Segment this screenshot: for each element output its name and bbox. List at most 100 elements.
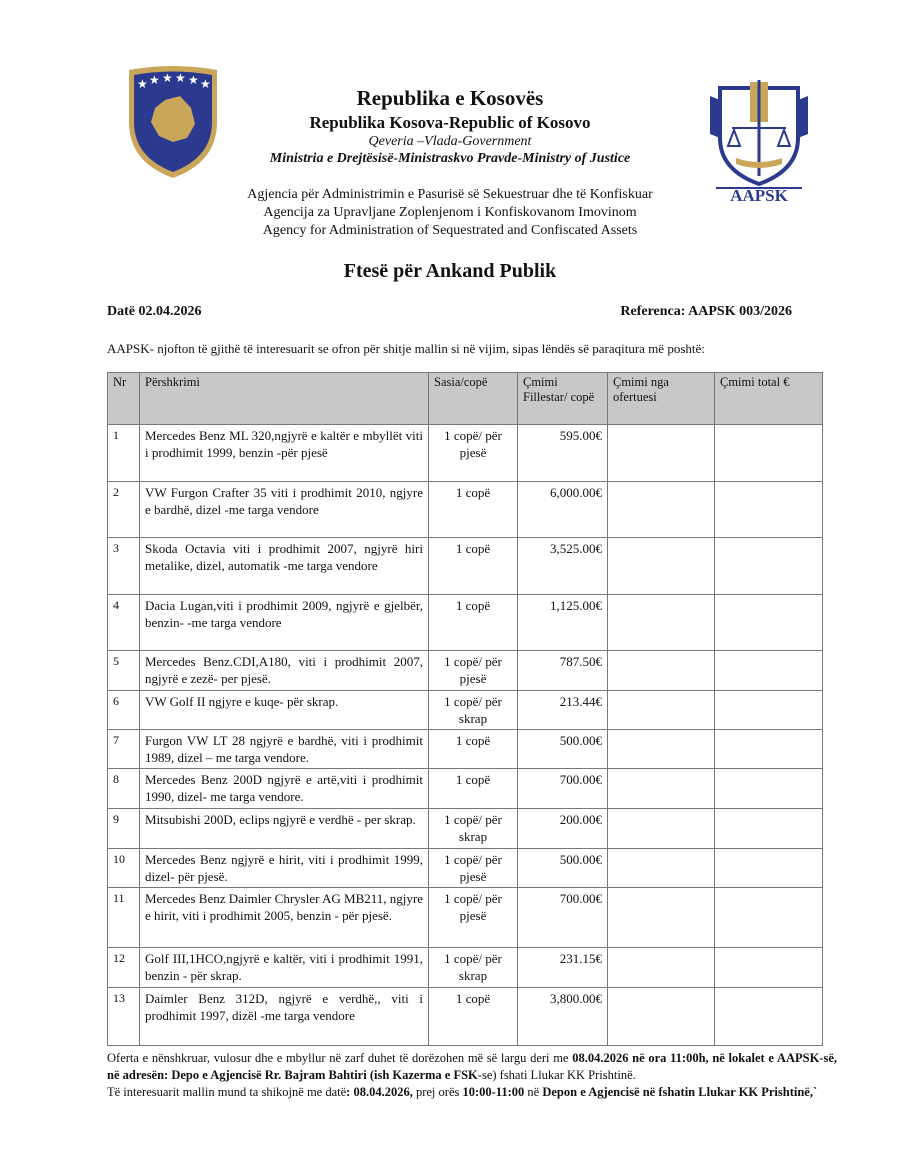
item-quantity: 1 copë/ për skrap (428, 690, 518, 730)
document-reference: Referenca: AAPSK 003/2026 (620, 304, 792, 319)
agency-name-en: Agency for Administration of Sequestrate… (262, 223, 638, 238)
footer-text-segment: 10:00-11:00 (462, 1085, 525, 1099)
document-title: Ftesë për Ankand Publik (343, 260, 557, 282)
table-row: 11 Mercedes Benz Daimler Chrysler AG MB21… (107, 887, 823, 948)
total-price-cell (714, 650, 823, 691)
table-row: 3 Skoda Octavia viti i prodhimit 2007, ng… (107, 537, 823, 595)
item-quantity: 1 copë (428, 537, 518, 595)
aapsk-logo-text: AAPSK (730, 186, 788, 205)
svg-text:★: ★ (175, 71, 186, 85)
table-row: 10 Mercedes Benz ngjyrë e hirit, viti i p… (107, 848, 823, 888)
bidder-price-cell (607, 987, 715, 1046)
intro-text: AAPSK- njofton të gjithë të interesuarit… (107, 341, 705, 356)
bidder-price-cell (607, 848, 715, 888)
total-price-cell (714, 768, 823, 809)
item-description: Skoda Octavia viti i prodhimit 2007, ngj… (139, 537, 429, 595)
column-header: Çmimi nga ofertuesi (607, 372, 715, 425)
item-description: Mitsubishi 200D, eclips ngjyrë e verdhë … (139, 808, 429, 849)
item-description: Daimler Benz 312D, ngjyrë e verdhë,, vit… (139, 987, 429, 1046)
column-header: Nr (107, 372, 140, 425)
total-price-cell (714, 424, 823, 482)
table-row: 12 Golf III,1HCO,ngjyrë e kaltër, viti i … (107, 947, 823, 988)
item-quantity: 1 copë (428, 594, 518, 651)
item-number: 11 (107, 887, 140, 948)
svg-text:★: ★ (188, 73, 199, 87)
svg-text:★: ★ (200, 77, 211, 91)
item-quantity: 1 copë/ për pjesë (428, 650, 518, 691)
item-description: VW Furgon Crafter 35 viti i prodhimit 20… (139, 481, 429, 538)
item-number: 12 (107, 947, 140, 988)
table-row: 5 Mercedes Benz.CDI,A180, viti i prodhimi… (107, 650, 823, 691)
header-government: Qeveria –Vlada-Government (368, 134, 532, 149)
item-number: 1 (107, 424, 140, 482)
header-ministry: Ministria e Drejtësisë-Ministraskvo Prav… (269, 151, 631, 166)
agency-name-sr: Agencija za Upravljane Zoplenjenom i Kon… (263, 205, 637, 220)
item-description: Mercedes Benz Daimler Chrysler AG MB211,… (139, 887, 429, 948)
footer-viewing-paragraph: Të interesuarit mallin mund ta shikojnë … (107, 1084, 837, 1101)
item-quantity: 1 copë/ për pjesë (428, 887, 518, 948)
header-republic-multi: Republika Kosova-Republic of Kosovo (309, 113, 591, 132)
bidder-price-cell (607, 690, 715, 730)
item-quantity: 1 copë (428, 987, 518, 1046)
total-price-cell (714, 594, 823, 651)
agency-name-sq: Agjencia për Administrimin e Pasurisë së… (247, 187, 653, 202)
svg-text:★: ★ (137, 77, 148, 91)
item-starting-price: 787.50€ (517, 650, 608, 691)
header-republic-sq: Republika e Kosovës (356, 86, 544, 110)
item-starting-price: 500.00€ (517, 848, 608, 888)
item-starting-price: 700.00€ (517, 887, 608, 948)
table-row: 13 Daimler Benz 312D, ngjyrë e verdhë,, v… (107, 987, 823, 1046)
total-price-cell (714, 729, 823, 769)
item-number: 4 (107, 594, 140, 651)
item-number: 5 (107, 650, 140, 691)
footer-text-segment: -se) fshati Llukar KK Prishtinë. (477, 1068, 636, 1082)
item-quantity: 1 copë/ për skrap (428, 808, 518, 849)
item-starting-price: 595.00€ (517, 424, 608, 482)
bidder-price-cell (607, 594, 715, 651)
item-quantity: 1 copë/ për skrap (428, 947, 518, 988)
total-price-cell (714, 848, 823, 888)
item-starting-price: 200.00€ (517, 808, 608, 849)
bidder-price-cell (607, 424, 715, 482)
total-price-cell (714, 808, 823, 849)
svg-text:★: ★ (162, 71, 173, 85)
item-starting-price: 500.00€ (517, 729, 608, 769)
document-date: Datë 02.04.2026 (107, 304, 202, 319)
item-description: Golf III,1HCO,ngjyrë e kaltër, viti i pr… (139, 947, 429, 988)
item-number: 10 (107, 848, 140, 888)
item-quantity: 1 copë (428, 729, 518, 769)
total-price-cell (714, 947, 823, 988)
item-starting-price: 6,000.00€ (517, 481, 608, 538)
bidder-price-cell (607, 887, 715, 948)
kosovo-coat-of-arms-logo: ★ ★ ★ ★ ★ ★ (129, 66, 217, 178)
item-quantity: 1 copë (428, 768, 518, 809)
item-number: 2 (107, 481, 140, 538)
footer-text-segment: Të interesuarit mallin mund ta shikojnë … (107, 1085, 347, 1099)
item-number: 7 (107, 729, 140, 769)
item-quantity: 1 copë/ për pjesë (428, 424, 518, 482)
item-description: Mercedes Benz ngjyrë e hirit, viti i pro… (139, 848, 429, 888)
item-quantity: 1 copë (428, 481, 518, 538)
item-description: VW Golf II ngjyre e kuqe- për skrap. (139, 690, 429, 730)
item-starting-price: 231.15€ (517, 947, 608, 988)
total-price-cell (714, 537, 823, 595)
item-number: 6 (107, 690, 140, 730)
footer-instructions: Oferta e nënshkruar, vulosur dhe e mbyll… (107, 1050, 837, 1101)
total-price-cell (714, 987, 823, 1046)
item-number: 13 (107, 987, 140, 1046)
column-header: Çmimi total € (714, 372, 823, 425)
item-description: Furgon VW LT 28 ngjyrë e bardhë, viti i … (139, 729, 429, 769)
item-number: 9 (107, 808, 140, 849)
total-price-cell (714, 690, 823, 730)
item-number: 3 (107, 537, 140, 595)
table-row: 8 Mercedes Benz 200D ngjyrë e artë,viti i… (107, 768, 823, 809)
bidder-price-cell (607, 729, 715, 769)
bidder-price-cell (607, 768, 715, 809)
table-row: 1 Mercedes Benz ML 320,ngjyrë e kaltër e … (107, 424, 823, 482)
aapsk-logo: AAPSK (710, 80, 808, 205)
footer-text-segment: në (524, 1085, 543, 1099)
total-price-cell (714, 481, 823, 538)
item-quantity: 1 copë/ për pjesë (428, 848, 518, 888)
item-number: 8 (107, 768, 140, 809)
item-starting-price: 700.00€ (517, 768, 608, 809)
